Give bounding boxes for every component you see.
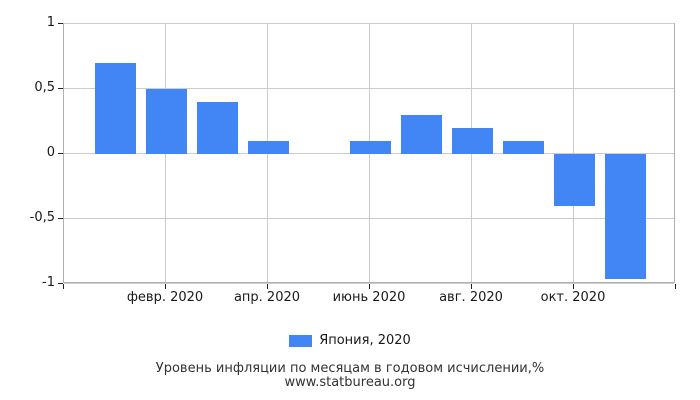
y-axis-tick: [58, 23, 63, 24]
x-axis-tick: [369, 284, 370, 289]
legend-label: Япония, 2020: [319, 333, 411, 348]
chart-title: Уровень инфляции по месяцам в годовом ис…: [155, 361, 545, 376]
y-gridline: [64, 23, 674, 24]
x-axis-label: окт. 2020: [540, 290, 606, 305]
y-axis-tick: [58, 218, 63, 219]
x-axis-tick: [267, 284, 268, 289]
y-axis-tick: [58, 88, 63, 89]
bar: [248, 141, 289, 154]
source-url: www.statbureau.org: [284, 375, 416, 390]
x-axis-tick: [471, 284, 472, 289]
bar: [401, 115, 442, 154]
plot-area: [63, 23, 675, 284]
bar: [197, 102, 238, 154]
y-axis-label: -0,5: [29, 210, 55, 225]
bar: [503, 141, 544, 154]
x-axis-tick: [573, 284, 574, 289]
bar: [452, 128, 493, 154]
x-axis-label: июнь 2020: [332, 290, 406, 305]
y-gridline: [64, 283, 674, 284]
x-axis-label: авг. 2020: [439, 290, 503, 305]
x-gridline: [573, 24, 574, 282]
x-axis-label: февр. 2020: [126, 290, 204, 305]
bar: [146, 89, 187, 154]
legend: Япония, 2020: [0, 333, 700, 348]
y-axis-tick: [58, 153, 63, 154]
bar: [554, 154, 595, 206]
y-axis-label: -1: [42, 275, 55, 290]
legend-swatch: [289, 334, 313, 347]
y-axis-label: 0,5: [34, 80, 55, 95]
x-axis-tick: [165, 284, 166, 289]
y-axis-label: 1: [46, 15, 55, 30]
x-axis-tick: [675, 284, 676, 289]
x-axis-tick: [63, 284, 64, 289]
y-axis-label: 0: [46, 145, 55, 160]
bar: [350, 141, 391, 154]
bar: [605, 154, 646, 279]
bar: [95, 63, 136, 154]
y-axis-tick: [58, 283, 63, 284]
x-axis-label: апр. 2020: [233, 290, 301, 305]
